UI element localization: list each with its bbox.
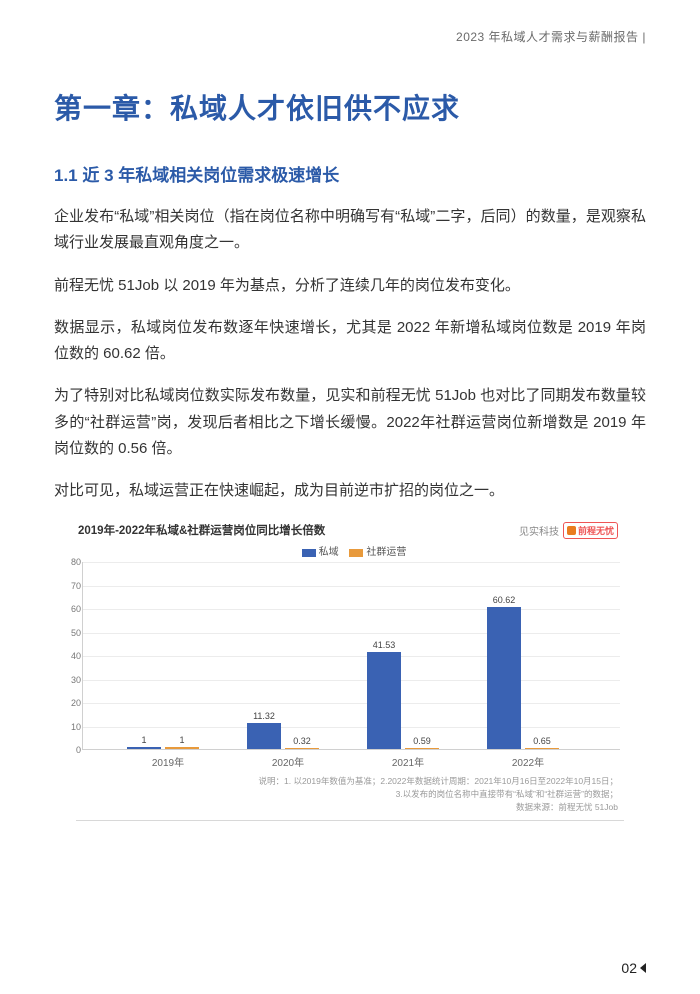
y-tick-label: 0 — [63, 745, 81, 755]
paragraph: 对比可见，私域运营正在快速崛起，成为目前逆市扩招的岗位之一。 — [54, 478, 646, 504]
legend-label: 社群运营 — [366, 547, 406, 558]
x-tick-label: 2019年 — [108, 754, 228, 769]
x-tick-label: 2021年 — [348, 754, 468, 769]
legend-label: 私域 — [319, 547, 339, 558]
bar-value-label: 1 — [141, 735, 146, 745]
bar-value-label: 60.62 — [493, 595, 516, 605]
y-tick-label: 70 — [63, 581, 81, 591]
chapter-title: 第一章：私域人才依旧供不应求 — [54, 87, 646, 127]
paragraph: 数据显示，私域岗位发布数逐年快速增长，尤其是 2022 年新增私域岗位数是 20… — [54, 315, 646, 368]
chart-container: 2019年-2022年私域&社群运营岗位同比增长倍数 见实科技 前程无忧 私域 … — [76, 520, 624, 820]
y-tick-label: 80 — [63, 557, 81, 567]
brand-logo: 前程无忧 — [563, 522, 618, 539]
paragraph: 前程无忧 51Job 以 2019 年为基点，分析了连续几年的岗位发布变化。 — [54, 273, 646, 299]
y-tick-label: 10 — [63, 722, 81, 732]
section-title: 1.1 近 3 年私域相关岗位需求极速增长 — [54, 161, 646, 186]
bar-value-label: 0.32 — [293, 736, 311, 746]
header-text: 2023 年私域人才需求与薪酬报告 | — [54, 28, 646, 45]
y-tick-label: 20 — [63, 698, 81, 708]
x-tick-label: 2020年 — [228, 754, 348, 769]
y-tick-label: 60 — [63, 604, 81, 614]
chart-notes: 说明：1. 以2019年数值为基准；2.2022年数据统计周期：2021年10月… — [76, 775, 618, 813]
chart-brand: 见实科技 前程无忧 — [519, 522, 618, 539]
chart-title: 2019年-2022年私域&社群运营岗位同比增长倍数 — [78, 522, 325, 538]
page-number: 02 — [621, 960, 646, 976]
chart-note-line: 3.以发布的岗位名称中直接带有“私域”和“社群运营”的数据； — [76, 788, 618, 801]
y-tick-label: 30 — [63, 675, 81, 685]
chart-x-axis: 2019年2020年2021年2022年 — [82, 754, 620, 769]
chart-legend: 私域 社群运营 — [76, 543, 624, 558]
paragraph: 企业发布“私域”相关岗位（指在岗位名称中明确写有“私域”二字，后同）的数量，是观… — [54, 204, 646, 257]
bar-value-label: 41.53 — [373, 640, 396, 650]
y-tick-label: 50 — [63, 628, 81, 638]
bar-value-label: 0.59 — [413, 736, 431, 746]
brand-left: 见实科技 — [519, 523, 559, 538]
chart-plot: 010203040506070801111.320.3241.530.5960.… — [82, 562, 620, 750]
legend-swatch-siyu — [302, 549, 316, 557]
bar-value-label: 11.32 — [253, 711, 275, 721]
legend-swatch-shequn — [349, 549, 363, 557]
chart-note-line: 数据来源：前程无忧 51Job — [76, 801, 618, 814]
bar-value-label: 1 — [179, 735, 184, 745]
y-tick-label: 40 — [63, 651, 81, 661]
x-tick-label: 2022年 — [468, 754, 588, 769]
bar-value-label: 0.65 — [533, 736, 551, 746]
paragraph: 为了特别对比私域岗位数实际发布数量，见实和前程无忧 51Job 也对比了同期发布… — [54, 383, 646, 462]
chart-note-line: 说明：1. 以2019年数值为基准；2.2022年数据统计周期：2021年10月… — [76, 775, 618, 788]
